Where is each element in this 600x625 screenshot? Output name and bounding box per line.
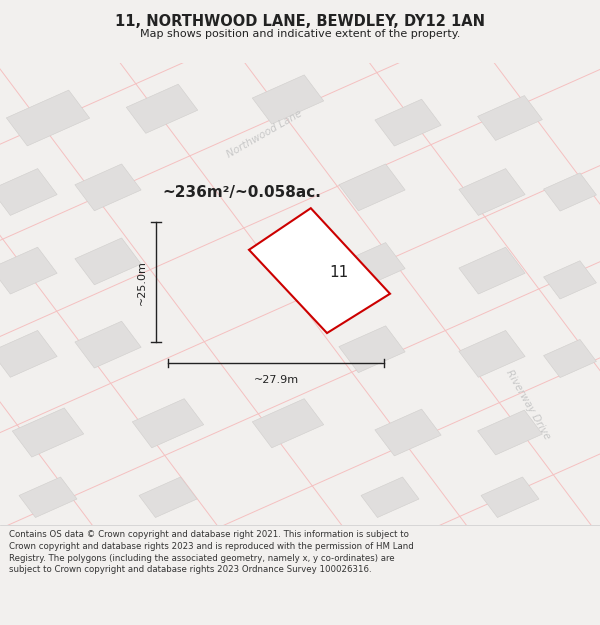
Polygon shape xyxy=(478,96,542,141)
Polygon shape xyxy=(544,173,596,211)
Polygon shape xyxy=(544,339,596,377)
Text: ~236m²/~0.058ac.: ~236m²/~0.058ac. xyxy=(162,184,321,199)
Polygon shape xyxy=(339,326,405,372)
Polygon shape xyxy=(126,84,198,133)
Polygon shape xyxy=(132,399,204,448)
Polygon shape xyxy=(252,75,324,124)
Polygon shape xyxy=(75,164,141,211)
Polygon shape xyxy=(12,408,84,457)
Polygon shape xyxy=(459,331,525,378)
Polygon shape xyxy=(459,248,525,294)
Polygon shape xyxy=(481,477,539,518)
Text: 11: 11 xyxy=(329,266,349,281)
Text: ~27.9m: ~27.9m xyxy=(253,375,299,385)
Polygon shape xyxy=(252,399,324,448)
Polygon shape xyxy=(19,477,77,518)
Polygon shape xyxy=(339,242,405,289)
Polygon shape xyxy=(139,477,197,518)
Polygon shape xyxy=(0,331,57,378)
Polygon shape xyxy=(339,164,405,211)
Text: 11, NORTHWOOD LANE, BEWDLEY, DY12 1AN: 11, NORTHWOOD LANE, BEWDLEY, DY12 1AN xyxy=(115,14,485,29)
Polygon shape xyxy=(459,169,525,216)
Polygon shape xyxy=(0,248,57,294)
Text: ~25.0m: ~25.0m xyxy=(137,260,147,304)
Polygon shape xyxy=(478,410,542,455)
Text: Map shows position and indicative extent of the property.: Map shows position and indicative extent… xyxy=(140,29,460,39)
Polygon shape xyxy=(75,238,141,285)
Polygon shape xyxy=(375,409,441,456)
Polygon shape xyxy=(75,321,141,368)
Polygon shape xyxy=(249,208,390,333)
Text: Riverway Drive: Riverway Drive xyxy=(504,368,552,441)
Polygon shape xyxy=(7,90,89,146)
Polygon shape xyxy=(0,169,57,216)
Polygon shape xyxy=(375,99,441,146)
Text: Contains OS data © Crown copyright and database right 2021. This information is : Contains OS data © Crown copyright and d… xyxy=(9,530,414,574)
Polygon shape xyxy=(361,477,419,518)
Polygon shape xyxy=(544,261,596,299)
Text: Northwood Lane: Northwood Lane xyxy=(224,109,304,160)
